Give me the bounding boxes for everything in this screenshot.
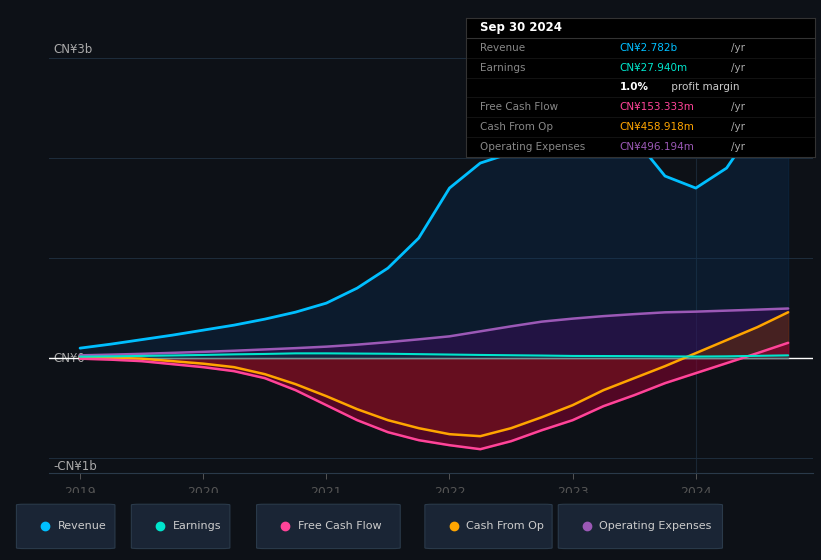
Text: -CN¥1b: -CN¥1b: [53, 460, 97, 473]
Text: Revenue: Revenue: [480, 43, 525, 53]
Text: Cash From Op: Cash From Op: [480, 122, 553, 132]
Text: 1.0%: 1.0%: [620, 82, 649, 92]
FancyBboxPatch shape: [425, 504, 552, 549]
Text: /yr: /yr: [732, 43, 745, 53]
Text: Revenue: Revenue: [57, 521, 106, 531]
Text: CN¥153.333m: CN¥153.333m: [620, 102, 695, 113]
FancyBboxPatch shape: [16, 504, 115, 549]
Text: CN¥3b: CN¥3b: [53, 43, 92, 56]
Text: CN¥458.918m: CN¥458.918m: [620, 122, 695, 132]
Text: Earnings: Earnings: [480, 63, 525, 73]
Text: Free Cash Flow: Free Cash Flow: [297, 521, 381, 531]
FancyBboxPatch shape: [558, 504, 722, 549]
Text: Cash From Op: Cash From Op: [466, 521, 544, 531]
FancyBboxPatch shape: [257, 504, 401, 549]
Text: Sep 30 2024: Sep 30 2024: [480, 21, 562, 34]
FancyBboxPatch shape: [131, 504, 230, 549]
Text: profit margin: profit margin: [668, 82, 740, 92]
Text: CN¥2.782b: CN¥2.782b: [620, 43, 677, 53]
Text: Operating Expenses: Operating Expenses: [599, 521, 712, 531]
Text: /yr: /yr: [732, 122, 745, 132]
Text: /yr: /yr: [732, 102, 745, 113]
Text: CN¥496.194m: CN¥496.194m: [620, 142, 695, 152]
Text: /yr: /yr: [732, 63, 745, 73]
Text: Operating Expenses: Operating Expenses: [480, 142, 585, 152]
Text: CN¥0: CN¥0: [53, 352, 85, 365]
Text: CN¥27.940m: CN¥27.940m: [620, 63, 688, 73]
Text: Free Cash Flow: Free Cash Flow: [480, 102, 558, 113]
Text: Earnings: Earnings: [172, 521, 221, 531]
Text: /yr: /yr: [732, 142, 745, 152]
